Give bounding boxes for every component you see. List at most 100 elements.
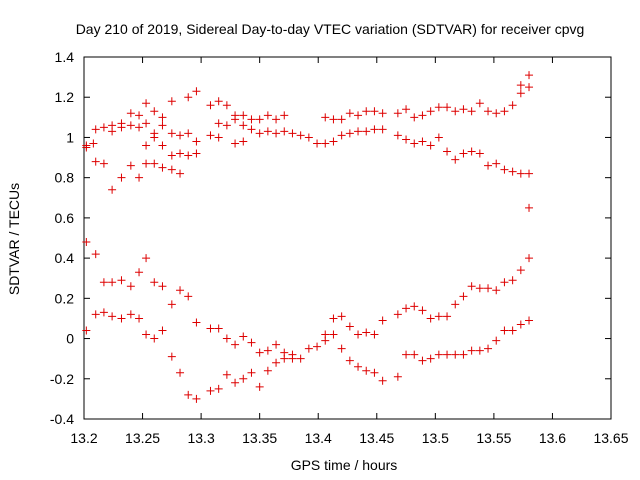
data-point [239, 332, 248, 341]
data-point [362, 127, 371, 136]
data-point [525, 316, 534, 325]
data-point [167, 300, 176, 309]
data-point [150, 133, 159, 142]
data-point [239, 137, 248, 146]
data-point [345, 109, 354, 118]
data-point [354, 330, 363, 339]
data-point [142, 141, 151, 150]
data-point [135, 123, 144, 132]
y-tick-label: 1 [66, 129, 74, 145]
data-point [272, 358, 281, 367]
data-point [434, 133, 443, 142]
data-point [255, 115, 264, 124]
data-point [117, 173, 126, 182]
data-point [484, 107, 493, 116]
data-point [206, 386, 215, 395]
y-tick-label: 1.4 [55, 49, 75, 65]
data-point [418, 111, 427, 120]
data-point [288, 129, 297, 138]
data-point [508, 276, 517, 285]
data-point [158, 141, 167, 150]
y-axis-label: SDTVAR / TECUs [6, 183, 22, 295]
data-point [370, 368, 379, 377]
data-point [117, 314, 126, 323]
data-point [167, 129, 176, 138]
data-point [516, 169, 525, 178]
data-point [337, 131, 346, 140]
data-point [443, 103, 452, 112]
data-point [82, 143, 91, 152]
data-point [222, 370, 231, 379]
data-point [192, 394, 201, 403]
data-point [239, 121, 248, 130]
data-point [516, 320, 525, 329]
data-point [280, 111, 289, 120]
data-point [135, 173, 144, 182]
data-point [443, 312, 452, 321]
data-point [467, 346, 476, 355]
data-point [410, 139, 419, 148]
data-point [135, 111, 144, 120]
data-point [142, 254, 151, 263]
data-point [91, 310, 100, 319]
data-point [443, 350, 452, 359]
x-tick-label: 13.55 [476, 430, 511, 446]
data-point [167, 165, 176, 174]
y-tick-label: 0 [66, 331, 74, 347]
data-point [255, 348, 264, 357]
data-point [206, 324, 215, 333]
data-point [304, 133, 313, 142]
data-point [321, 336, 330, 345]
data-point [525, 254, 534, 263]
data-point [150, 278, 159, 287]
data-point [354, 111, 363, 120]
data-point [492, 336, 501, 345]
data-point [99, 308, 108, 317]
data-point [206, 101, 215, 110]
data-point [370, 107, 379, 116]
data-point [402, 105, 411, 114]
data-point [255, 129, 264, 138]
data-point [184, 129, 193, 138]
data-point [214, 133, 223, 142]
data-point [370, 125, 379, 134]
data-point [484, 284, 493, 293]
x-tick-label: 13.6 [539, 430, 566, 446]
data-point [434, 350, 443, 359]
data-point [142, 159, 151, 168]
data-point [313, 342, 322, 351]
data-point [378, 109, 387, 118]
data-point [516, 81, 525, 90]
y-axis-ticks: -0.4 -0.2 0 0.2 0.4 0.6 0.8 1 1.2 1.4 [50, 49, 611, 427]
data-point [99, 278, 108, 287]
x-axis-label: GPS time / hours [291, 457, 398, 473]
data-point [337, 115, 346, 124]
data-point [117, 123, 126, 132]
data-point [222, 101, 231, 110]
y-tick-label: -0.4 [50, 411, 74, 427]
data-point [345, 129, 354, 138]
data-point [459, 105, 468, 114]
data-point [222, 121, 231, 130]
data-point [176, 286, 185, 295]
data-point [451, 350, 460, 359]
data-point [329, 330, 338, 339]
data-point [184, 390, 193, 399]
data-point [329, 314, 338, 323]
data-point [418, 137, 427, 146]
data-point [247, 115, 256, 124]
y-tick-label: 0.8 [55, 170, 75, 186]
data-point [426, 314, 435, 323]
data-point [239, 111, 248, 120]
x-tick-label: 13.45 [359, 430, 394, 446]
data-point [142, 119, 151, 128]
data-point [231, 139, 240, 148]
data-point [117, 276, 126, 285]
data-point [247, 338, 256, 347]
data-point [451, 300, 460, 309]
data-point [418, 306, 427, 315]
data-point [475, 99, 484, 108]
x-tick-label: 13.5 [422, 430, 449, 446]
data-point [321, 113, 330, 122]
data-point [135, 314, 144, 323]
